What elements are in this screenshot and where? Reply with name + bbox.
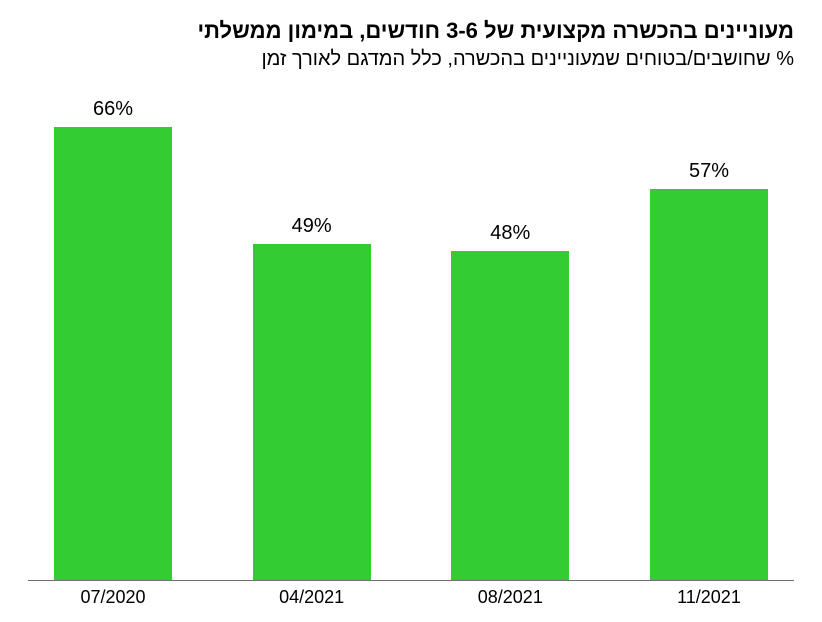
- bar-value-label: 57%: [689, 160, 729, 183]
- x-axis-labels: 07/2020 04/2021 08/2021 11/2021: [28, 581, 794, 608]
- x-axis-label: 07/2020: [38, 587, 188, 608]
- bar-slot: 49%: [237, 215, 387, 580]
- bar-slot: 57%: [634, 160, 784, 580]
- chart-title: מעוניינים בהכשרה מקצועית של 3-6 חודשים, …: [28, 18, 794, 44]
- bar: [253, 244, 371, 580]
- chart-plot-area: 66% 49% 48% 57%: [28, 101, 794, 581]
- bar-value-label: 48%: [490, 222, 530, 245]
- chart-subtitle: % שחושבים/בטוחים שמעוניינים בהכשרה, כלל …: [28, 48, 794, 71]
- x-axis-label: 04/2021: [237, 587, 387, 608]
- bar-value-label: 66%: [93, 98, 133, 121]
- bar-slot: 48%: [435, 222, 585, 580]
- x-axis-label: 11/2021: [634, 587, 784, 608]
- bar: [650, 189, 768, 580]
- bar-value-label: 49%: [292, 215, 332, 238]
- bars-container: 66% 49% 48% 57%: [28, 101, 794, 580]
- bar: [451, 251, 569, 580]
- bar: [54, 127, 172, 580]
- x-axis-label: 08/2021: [435, 587, 585, 608]
- bar-slot: 66%: [38, 98, 188, 580]
